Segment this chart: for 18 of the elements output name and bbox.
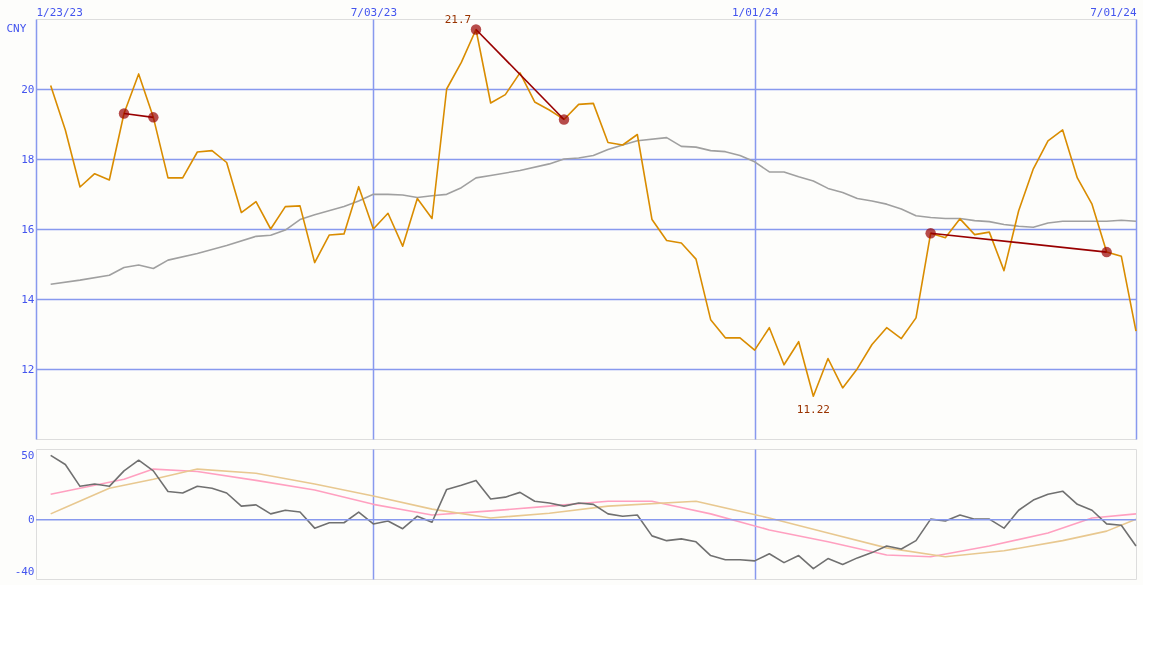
line-series [49, 468, 1137, 558]
y-tick-label: -40 [14, 564, 35, 578]
y-tick-label: 20 [21, 82, 35, 96]
x-tick-label: 1/01/24 [731, 5, 779, 19]
x-tick-label: 7/03/23 [350, 5, 398, 19]
y-tick-label: 16 [21, 222, 35, 236]
x-tick-label: 7/01/24 [1090, 5, 1137, 19]
y-tick-label: 12 [21, 362, 35, 376]
y-axis-title: CNY [6, 21, 27, 35]
line-series [49, 136, 1137, 286]
y-tick-label: 14 [21, 292, 35, 306]
y-tick-label: 50 [21, 448, 35, 462]
annotation: 11.22 [796, 403, 830, 417]
y-tick-label: 0 [27, 513, 35, 527]
annotation: 21.7 [444, 12, 472, 26]
line-series [49, 454, 1137, 570]
y-tick-label: 18 [21, 152, 35, 166]
x-tick-label: 1/23/23 [36, 5, 83, 19]
